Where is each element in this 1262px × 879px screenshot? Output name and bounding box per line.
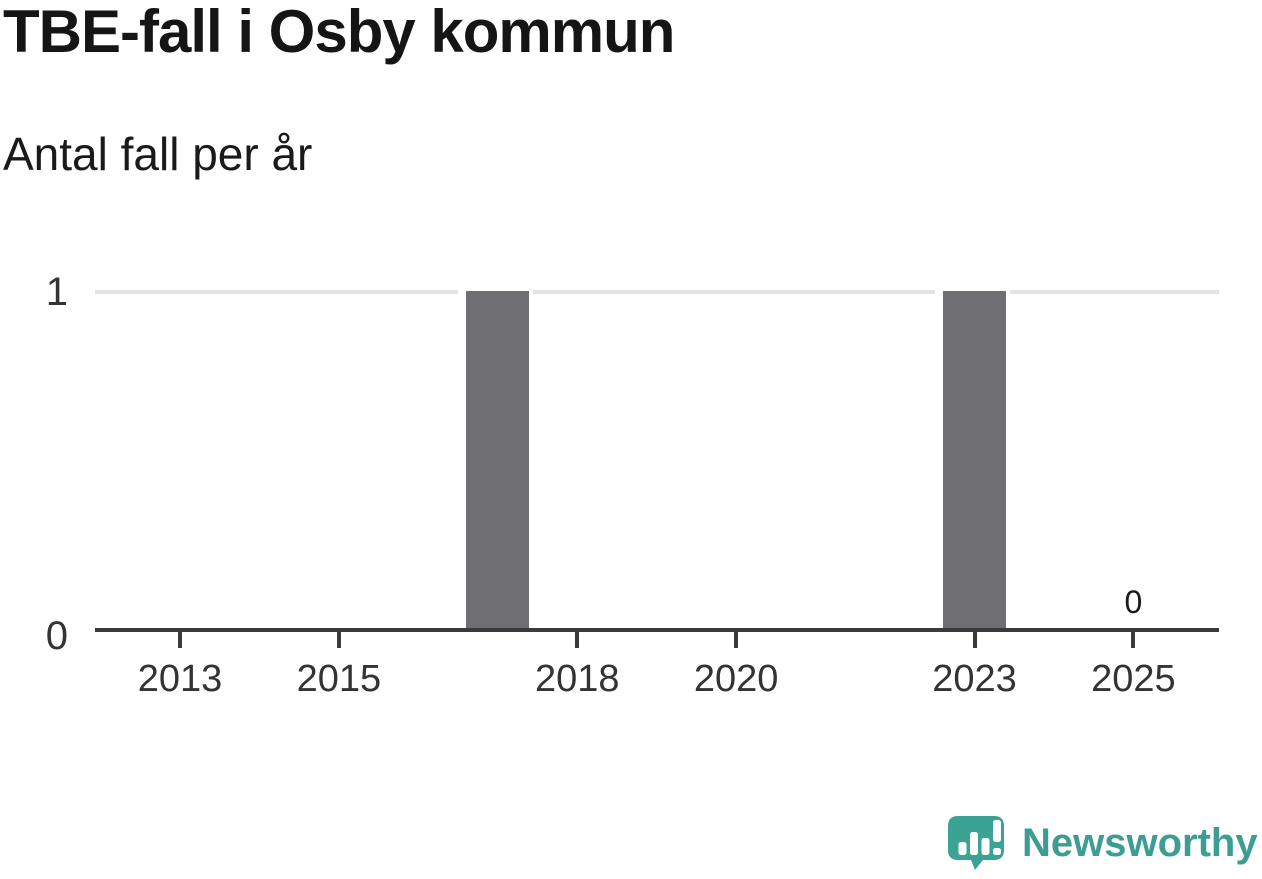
newsworthy-logo-icon xyxy=(948,816,1004,870)
newsworthy-wordmark: Newsworthy xyxy=(1022,821,1258,865)
x-tick-2020 xyxy=(734,632,739,648)
x-tick-2025 xyxy=(1131,632,1136,648)
bar-2023 xyxy=(943,291,1006,628)
x-tick-label-2020: 2020 xyxy=(693,658,779,700)
x-tick-label-2013: 2013 xyxy=(137,658,223,700)
x-tick-2015 xyxy=(336,632,341,648)
x-tick-label-2018: 2018 xyxy=(534,658,620,700)
newsworthy-logo: Newsworthy xyxy=(948,816,1258,870)
y-tick-label-0: 0 xyxy=(45,614,68,658)
chart-subtitle: Antal fall per år xyxy=(3,128,313,180)
bar-2017 xyxy=(466,291,530,628)
x-tick-2013 xyxy=(178,632,182,648)
value-label-2025: 0 xyxy=(1124,584,1143,620)
gridline-y1-segment xyxy=(95,290,459,294)
x-tick-2023 xyxy=(972,632,977,648)
gridline-y1-segment xyxy=(533,290,935,294)
chart-title: TBE-fall i Osby kommun xyxy=(3,0,675,65)
y-tick-label-1: 1 xyxy=(45,270,68,314)
x-tick-label-2025: 2025 xyxy=(1091,658,1176,700)
x-tick-label-2015: 2015 xyxy=(296,658,382,700)
x-tick-2018 xyxy=(575,632,580,648)
x-tick-label-2023: 2023 xyxy=(932,658,1017,700)
x-axis-line xyxy=(95,628,1219,632)
gridline-y1-segment xyxy=(1010,290,1219,294)
